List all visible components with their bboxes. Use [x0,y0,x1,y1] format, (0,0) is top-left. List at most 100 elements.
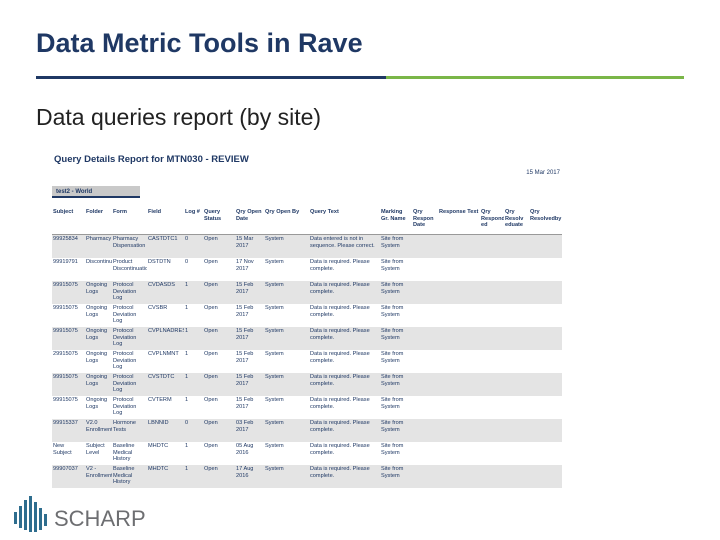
table-cell: Site from System [380,419,412,442]
table-cell: Baseline Medical History [112,465,147,488]
table-cell [438,442,480,465]
column-header: Qry Resolv eduate [504,208,529,235]
table-cell: 1 [184,281,203,304]
table-cell: Open [203,281,235,304]
table-cell [438,465,480,488]
column-header: Folder [85,208,112,235]
table-cell: 1 [185,443,189,449]
logo: SCHARP [14,496,146,532]
table-cell: 0 [185,259,189,265]
report-screenshot: Query Details Report for MTN030 - REVIEW… [50,146,566,500]
table-cell: Site from System [380,373,412,396]
table-cell: Data entered is not in sequence. Please … [309,234,380,258]
table-cell: Open [204,397,218,403]
table-cell: Data is required. Please complete. [309,281,380,304]
table-cell: 1 [185,305,189,311]
table-cell [412,234,438,258]
table-cell: Open [204,351,218,357]
table-cell: Data is required. Please complete. [310,397,370,410]
table-cell: New Subject [53,443,72,456]
table-cell: V2 - Enrollment [85,465,112,488]
table-cell: Product Discontinuation [113,259,147,272]
table-cell [480,396,504,419]
table-cell: 99919791 [53,259,78,265]
table-cell: MHDTC [148,443,169,449]
table-cell: Data is required. Please complete. [309,465,380,488]
table-cell [412,258,438,281]
table-cell: 0 [184,419,203,442]
table-row: 29915075 Ongoing Logs Protocol Deviation L… [52,350,562,373]
table-cell: Data is required. Please complete. [310,443,370,456]
slide-title: Data Metric Tools in Rave [36,28,363,58]
table-cell [412,373,438,396]
table-cell [412,281,438,304]
table-cell: 15 Feb 2017 [235,373,264,396]
table-cell: Open [203,465,235,488]
table-cell [438,258,480,281]
table-cell [480,442,504,465]
table-cell: 05 Aug 2016 [236,443,254,456]
table-cell [412,304,438,327]
table-row: 99925834 Pharmacy Pharmacy Dispensation CAS… [52,234,562,258]
table-cell: Site from System [381,305,404,318]
table-cell: Open [203,234,235,258]
table-cell [480,373,504,396]
table-cell: 99915075 [52,281,85,304]
table-cell: System [265,443,284,449]
table-row: 99919791 DiscontinuationProduct Discontin… [52,258,562,281]
table-cell: 1 [185,351,189,357]
table-cell [504,396,529,419]
table-cell: V2.0 Enrollment [85,419,112,442]
table-cell: CASTDTC1 [147,234,184,258]
table-cell: Data is required. Please complete. [309,327,380,350]
table-cell: Protocol Deviation Log [113,351,137,371]
table-cell: Protocol Deviation Log [113,397,137,417]
site-tab[interactable]: test2 - World [52,186,140,198]
table-cell: 15 Feb 2017 [236,305,254,318]
table-cell [412,350,438,373]
table-cell: Data is required. Please complete. [309,419,380,442]
column-header: Qry Respond ed [480,208,504,235]
table-cell: Ongoing Logs [86,305,108,318]
table-cell [504,419,529,442]
column-header: Response Text [438,208,480,235]
table-cell: 1 [184,465,203,488]
table-cell: 17 Aug 2016 [235,465,264,488]
report-date: 15 Mar 2017 [526,170,560,176]
table-cell: Ongoing Logs [85,281,112,304]
table-cell [480,258,504,281]
table-cell: System [264,373,309,396]
table-cell: Site from System [381,397,404,410]
header-row: Subject Folder Form Field Log # Query Status Q… [52,208,562,235]
table-cell: 99925834 [52,234,85,258]
table-cell: System [265,351,284,357]
slide-subtitle: Data queries report (by site) [36,104,322,130]
table-cell: Protocol Deviation Log [113,305,137,325]
table-cell: CVDASDS [147,281,184,304]
table-cell: 99915075 [52,373,85,396]
table-cell: System [265,305,284,311]
table-cell [529,281,562,304]
table-cell: CVPLNMNT [148,351,179,357]
table-cell: Open [204,259,218,265]
table-row: 99915075 Ongoing Logs Protocol Deviation L… [52,304,562,327]
table-cell [438,419,480,442]
table-cell [529,258,562,281]
table-cell: 15 Mar 2017 [235,234,264,258]
table-cell [504,465,529,488]
table-cell: Open [204,443,218,449]
table-cell [438,373,480,396]
table-cell [480,304,504,327]
table-cell [412,327,438,350]
table-cell [438,281,480,304]
table-cell [438,327,480,350]
table-cell: CVPLNADRES [147,327,184,350]
table-cell: Data is required. Please complete. [310,259,370,272]
table-cell [504,258,529,281]
table-cell [480,327,504,350]
table-cell: Baseline Medical History [113,443,135,463]
table-cell: Ongoing Logs [86,397,108,410]
table-row: 99907037 V2 - Enrollment Baseline Medical … [52,465,562,488]
column-header: Form [112,208,147,235]
table-cell: Protocol Deviation Log [112,327,147,350]
